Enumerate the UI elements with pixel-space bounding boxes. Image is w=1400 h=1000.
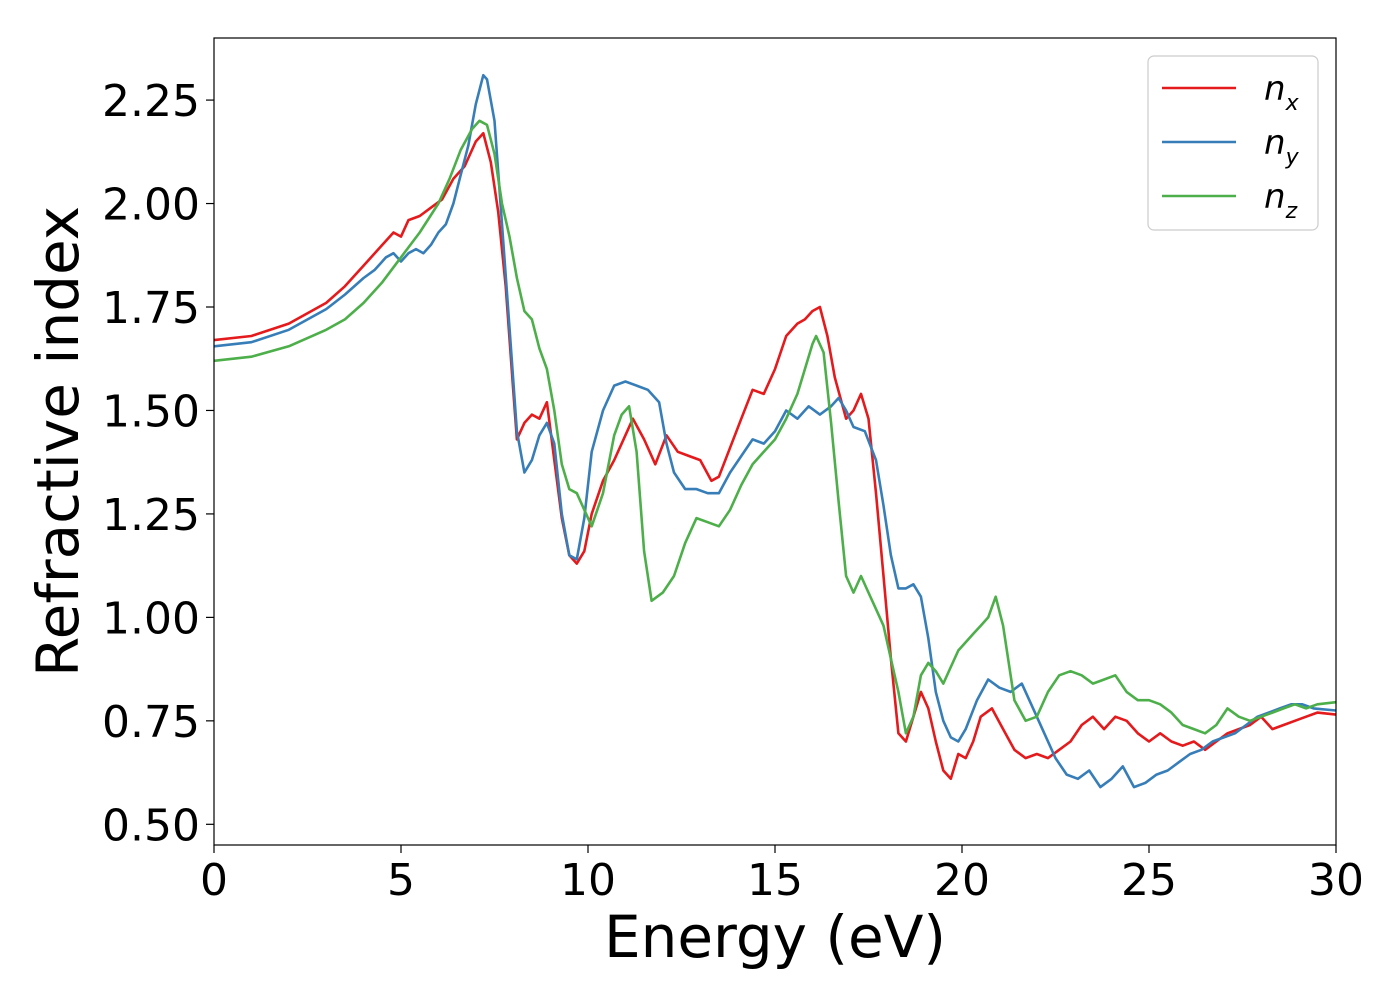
- legend-label-subscript: y: [1285, 145, 1300, 170]
- legend-label-nz: nz: [1264, 177, 1298, 224]
- series-line-nx: [214, 131, 1336, 781]
- y-tick-label: 1.25: [102, 490, 200, 541]
- x-tick-label: 0: [200, 855, 228, 906]
- x-tick-label: 5: [387, 855, 415, 906]
- y-tick-label: 0.75: [102, 697, 200, 748]
- legend-label-base: n: [1264, 177, 1286, 217]
- y-tick-label: 1.75: [102, 283, 200, 334]
- x-tick-label: 10: [560, 855, 616, 906]
- y-tick-label: 2.00: [102, 180, 200, 231]
- y-tick-label: 0.50: [102, 800, 200, 851]
- legend-label-ny: ny: [1264, 123, 1300, 170]
- series-line-ny: [214, 73, 1336, 789]
- x-tick-label: 15: [747, 855, 803, 906]
- series-layer: [214, 73, 1336, 789]
- legend-label-base: n: [1264, 69, 1286, 109]
- x-tick-label: 25: [1121, 855, 1177, 906]
- y-tick-label: 1.00: [102, 593, 200, 644]
- y-tick-label: 2.25: [102, 76, 200, 127]
- legend-label-subscript: x: [1285, 91, 1300, 116]
- legend-label-base: n: [1264, 123, 1286, 163]
- y-tick-label: 1.50: [102, 386, 200, 437]
- series-line-nz: [214, 119, 1336, 735]
- x-tick-label: 30: [1308, 855, 1364, 906]
- legend-label-subscript: z: [1285, 199, 1298, 224]
- y-axis-label: Refractive index: [24, 206, 92, 677]
- axis-ticks: 0 5 10 15 20 25 30 0.50 0.75 1.00 1.25 1.50 1.75 2.00…: [102, 76, 1364, 906]
- legend-label-nx: nx: [1264, 69, 1300, 116]
- x-axis-label: Energy (eV): [604, 903, 946, 971]
- x-tick-label: 20: [934, 855, 990, 906]
